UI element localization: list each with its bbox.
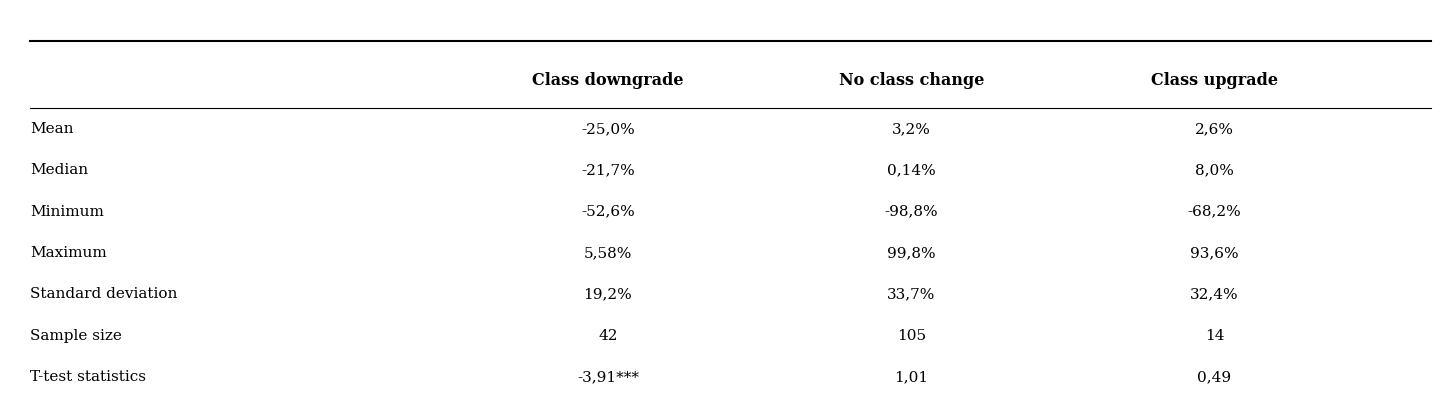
Text: 8,0%: 8,0%: [1195, 164, 1234, 177]
Text: -52,6%: -52,6%: [582, 205, 635, 219]
Text: 3,2%: 3,2%: [891, 122, 930, 136]
Text: 105: 105: [897, 329, 926, 343]
Text: -21,7%: -21,7%: [582, 164, 635, 177]
Text: 1,01: 1,01: [894, 370, 929, 384]
Text: 5,58%: 5,58%: [583, 246, 632, 260]
Text: No class change: No class change: [839, 72, 984, 89]
Text: Maximum: Maximum: [30, 246, 107, 260]
Text: 42: 42: [598, 329, 618, 343]
Text: 32,4%: 32,4%: [1191, 287, 1239, 301]
Text: Standard deviation: Standard deviation: [30, 287, 178, 301]
Text: 33,7%: 33,7%: [887, 287, 935, 301]
Text: 0,49: 0,49: [1198, 370, 1231, 384]
Text: Minimum: Minimum: [30, 205, 104, 219]
Text: -68,2%: -68,2%: [1188, 205, 1242, 219]
Text: Class downgrade: Class downgrade: [532, 72, 684, 89]
Text: Class upgrade: Class upgrade: [1150, 72, 1278, 89]
Text: 19,2%: 19,2%: [583, 287, 632, 301]
Text: Sample size: Sample size: [30, 329, 122, 343]
Text: 14: 14: [1205, 329, 1224, 343]
Text: 99,8%: 99,8%: [887, 246, 936, 260]
Text: Median: Median: [30, 164, 88, 177]
Text: T-test statistics: T-test statistics: [30, 370, 146, 384]
Text: -98,8%: -98,8%: [884, 205, 938, 219]
Text: -25,0%: -25,0%: [582, 122, 635, 136]
Text: 2,6%: 2,6%: [1195, 122, 1234, 136]
Text: Mean: Mean: [30, 122, 74, 136]
Text: 0,14%: 0,14%: [887, 164, 936, 177]
Text: 93,6%: 93,6%: [1191, 246, 1239, 260]
Text: -3,91***: -3,91***: [577, 370, 640, 384]
